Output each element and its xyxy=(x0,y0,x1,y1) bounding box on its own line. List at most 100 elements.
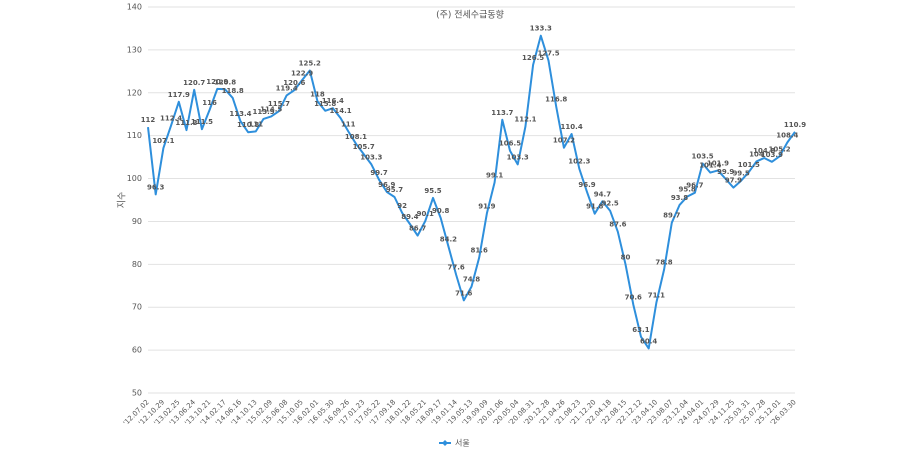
data-label: 78.8 xyxy=(655,258,672,266)
data-label: 118.8 xyxy=(222,87,244,95)
data-label: 91.9 xyxy=(478,202,495,210)
data-label: 106.5 xyxy=(499,140,521,148)
data-label: 103.5 xyxy=(691,153,713,161)
data-label: 117.9 xyxy=(168,91,190,99)
data-label: 101.9 xyxy=(707,159,729,167)
data-label: 133.3 xyxy=(530,25,552,33)
data-label: 120.7 xyxy=(183,79,205,87)
data-label: 113.7 xyxy=(491,109,513,117)
data-label: 99.9 xyxy=(717,168,734,176)
data-label: 95.8 xyxy=(679,186,696,194)
data-label: 102.3 xyxy=(568,158,590,166)
data-label: 115.7 xyxy=(268,100,290,108)
y-tick-label: 90 xyxy=(132,217,142,226)
data-label: 111.5 xyxy=(191,118,213,126)
y-tick-label: 60 xyxy=(132,346,142,355)
series-line xyxy=(147,34,796,350)
y-tick-label: 110 xyxy=(127,131,142,140)
data-label: 90.8 xyxy=(432,207,449,215)
data-label: 95.7 xyxy=(386,186,403,194)
data-label: 116.4 xyxy=(322,97,344,105)
y-tick-label: 50 xyxy=(132,389,142,398)
y-tick-label: 120 xyxy=(127,88,142,97)
data-label: 113.9 xyxy=(252,108,274,116)
data-label: 86.7 xyxy=(409,225,426,233)
data-label: 89.7 xyxy=(663,212,680,220)
data-label: 99.5 xyxy=(732,170,749,178)
data-label: 118 xyxy=(310,90,325,98)
data-label: 63.1 xyxy=(632,326,649,334)
y-tick-label: 80 xyxy=(132,260,142,269)
data-label: 127.5 xyxy=(537,50,559,58)
data-label: 92.5 xyxy=(602,200,619,208)
data-label: 93.8 xyxy=(671,194,688,202)
data-label: 96.3 xyxy=(147,183,164,191)
data-label: 87.6 xyxy=(609,221,626,229)
data-label: 116 xyxy=(202,99,217,107)
y-tick-label: 70 xyxy=(132,303,142,312)
data-label: 112.1 xyxy=(514,116,536,124)
data-label: 110.4 xyxy=(561,123,583,131)
data-label: 74.8 xyxy=(463,276,480,284)
y-tick-label: 100 xyxy=(127,174,142,183)
data-label: 119.4 xyxy=(276,84,298,92)
data-label: 101.5 xyxy=(738,161,760,169)
legend-marker xyxy=(442,440,448,446)
data-label: 120.8 xyxy=(214,78,236,86)
data-label: 97.9 xyxy=(725,177,742,185)
data-label: 92 xyxy=(397,202,407,210)
data-label: 99.1 xyxy=(486,171,503,179)
data-label: 105.2 xyxy=(769,145,791,153)
chart-title: (주) 전세수급동향 xyxy=(436,9,504,21)
y-tick-label: 140 xyxy=(127,3,142,12)
data-label: 77.6 xyxy=(447,264,464,272)
data-label: 96.9 xyxy=(378,181,395,189)
data-label: 103.3 xyxy=(507,153,529,161)
y-axis-label: 지수 xyxy=(117,192,128,209)
data-label: 116.8 xyxy=(545,96,567,104)
data-label: 113.4 xyxy=(229,110,251,118)
data-label: 120.9 xyxy=(206,78,228,86)
data-label: 107.2 xyxy=(553,137,575,145)
data-label: 111 xyxy=(249,120,264,128)
data-label: 126.5 xyxy=(522,54,544,62)
data-label: 108.1 xyxy=(345,133,367,141)
data-label: 111.3 xyxy=(175,119,197,127)
y-tick-label: 130 xyxy=(127,45,142,54)
data-label: 112.4 xyxy=(160,114,182,122)
data-label: 91.8 xyxy=(586,203,603,211)
data-label: 95.5 xyxy=(424,187,441,195)
data-label: 108.4 xyxy=(776,132,798,140)
data-label: 112 xyxy=(141,116,156,124)
data-label: 81.6 xyxy=(471,246,488,254)
data-label: 101.4 xyxy=(699,162,721,170)
data-label: 104 xyxy=(749,150,764,158)
data-label: 89.4 xyxy=(401,213,418,221)
data-label: 71.6 xyxy=(455,289,472,297)
data-label: 110.8 xyxy=(237,121,259,129)
data-label: 110.9 xyxy=(784,121,806,129)
data-label: 103.3 xyxy=(360,153,382,161)
data-label: 115.8 xyxy=(314,100,336,108)
data-label: 96.9 xyxy=(578,181,595,189)
data-label: 122.9 xyxy=(291,69,313,77)
data-label: 120.6 xyxy=(283,79,305,87)
data-label: 60.4 xyxy=(640,337,657,345)
data-label: 99.7 xyxy=(370,169,387,177)
data-label: 70.6 xyxy=(625,294,642,302)
data-label: 105.7 xyxy=(353,143,375,151)
data-label: 125.2 xyxy=(299,59,321,67)
data-label: 103.9 xyxy=(761,151,783,159)
data-label: 80 xyxy=(621,253,631,261)
data-label: 90.1 xyxy=(417,210,434,218)
data-label: 94.7 xyxy=(594,190,611,198)
data-label: 114.1 xyxy=(329,107,351,115)
data-label: 104.8 xyxy=(753,147,775,155)
legend-label: 서울 xyxy=(455,439,470,448)
data-label: 71.1 xyxy=(648,292,665,300)
data-label: 111 xyxy=(341,120,356,128)
data-label: 96.7 xyxy=(686,182,703,190)
data-label: 114.5 xyxy=(260,105,282,113)
data-label: 84.2 xyxy=(440,235,457,243)
